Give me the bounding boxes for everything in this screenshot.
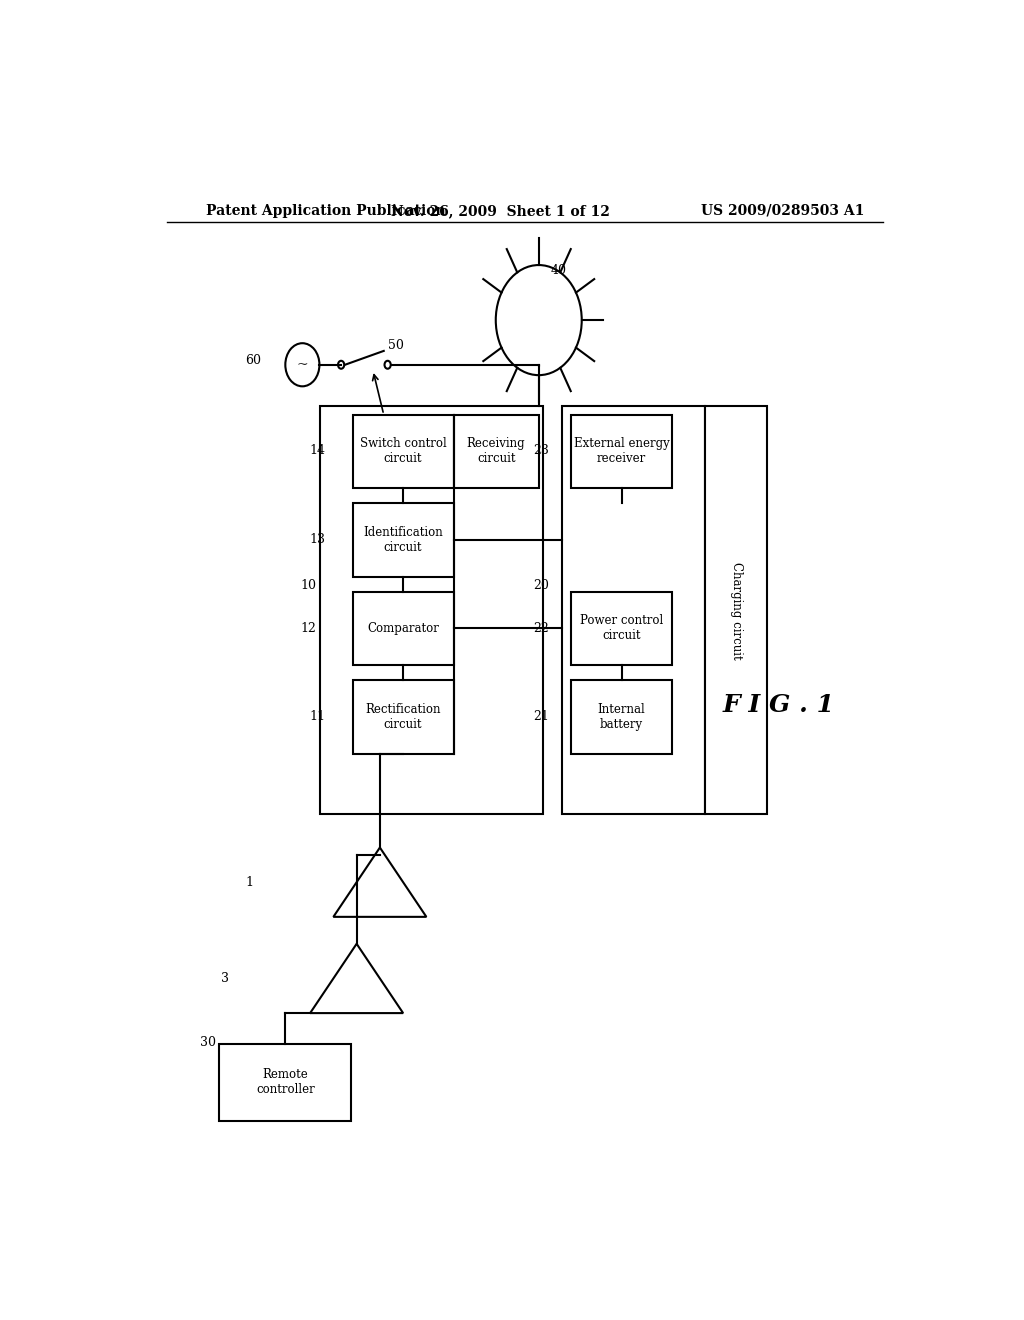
FancyBboxPatch shape	[706, 407, 767, 814]
Text: 23: 23	[532, 445, 549, 458]
Text: US 2009/0289503 A1: US 2009/0289503 A1	[700, 203, 864, 218]
Text: Power control
circuit: Power control circuit	[580, 615, 664, 643]
FancyBboxPatch shape	[352, 503, 454, 577]
Text: ~: ~	[297, 358, 308, 372]
Text: 10: 10	[300, 579, 316, 593]
Text: 40: 40	[550, 264, 566, 277]
Text: Comparator: Comparator	[368, 622, 439, 635]
Text: 30: 30	[200, 1036, 216, 1049]
Text: 14: 14	[309, 445, 326, 458]
Text: 22: 22	[534, 622, 549, 635]
Text: 60: 60	[246, 354, 261, 367]
FancyBboxPatch shape	[219, 1044, 351, 1121]
Text: Receiving
circuit: Receiving circuit	[467, 437, 525, 466]
Text: Rectification
circuit: Rectification circuit	[366, 704, 441, 731]
Text: 21: 21	[532, 710, 549, 723]
Text: 1: 1	[246, 875, 254, 888]
Text: 50: 50	[388, 339, 403, 352]
Text: Patent Application Publication: Patent Application Publication	[206, 203, 445, 218]
Text: F I G . 1: F I G . 1	[723, 693, 835, 717]
Text: 12: 12	[300, 622, 316, 635]
Text: Switch control
circuit: Switch control circuit	[359, 437, 446, 466]
FancyBboxPatch shape	[562, 407, 706, 814]
Text: Identification
circuit: Identification circuit	[364, 525, 443, 554]
Text: Internal
battery: Internal battery	[598, 704, 645, 731]
Text: 20: 20	[532, 579, 549, 593]
FancyBboxPatch shape	[352, 591, 454, 665]
FancyBboxPatch shape	[321, 407, 544, 814]
Text: 11: 11	[309, 710, 326, 723]
Text: Remote
controller: Remote controller	[256, 1068, 314, 1097]
FancyBboxPatch shape	[454, 414, 539, 488]
FancyBboxPatch shape	[352, 681, 454, 754]
FancyBboxPatch shape	[571, 414, 672, 488]
Text: Nov. 26, 2009  Sheet 1 of 12: Nov. 26, 2009 Sheet 1 of 12	[390, 203, 609, 218]
Text: 3: 3	[221, 972, 228, 985]
FancyBboxPatch shape	[571, 681, 672, 754]
Text: 13: 13	[309, 533, 326, 546]
FancyBboxPatch shape	[571, 591, 672, 665]
FancyBboxPatch shape	[352, 414, 454, 488]
Text: External energy
receiver: External energy receiver	[573, 437, 670, 466]
Text: Charging circuit: Charging circuit	[730, 561, 742, 659]
